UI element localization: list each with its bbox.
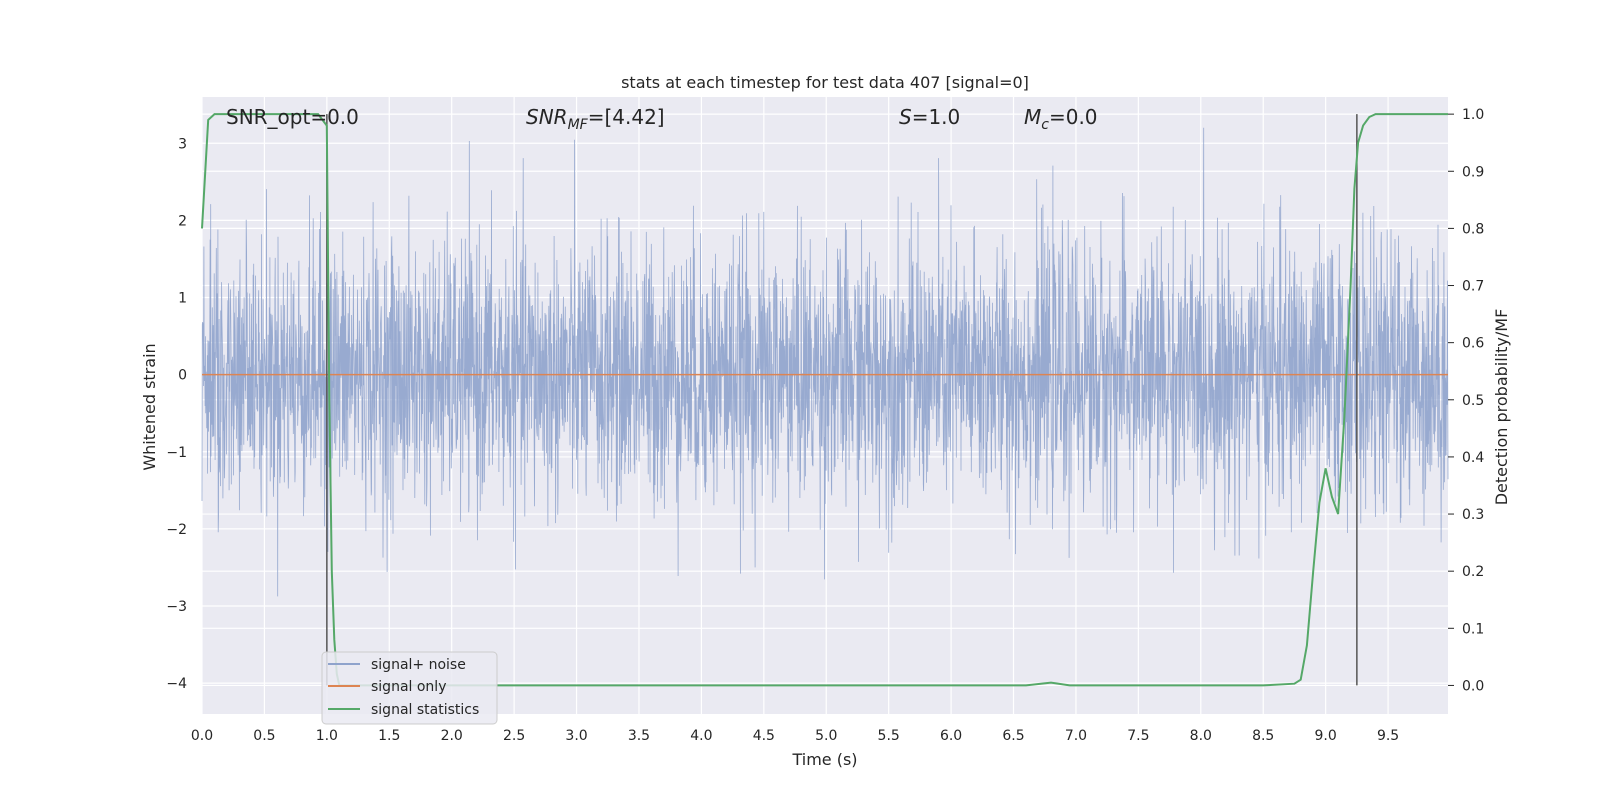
x-tick-label-10: 5.0 xyxy=(815,728,837,744)
signal-statistics-line xyxy=(201,113,1448,687)
x-tick-label-18: 9.0 xyxy=(1315,728,1337,744)
x-tick-label-12: 6.0 xyxy=(940,728,962,744)
x-tick-label-0: 0.0 xyxy=(191,728,213,744)
annotation-mc: Mc=0.0 xyxy=(1024,105,1098,133)
x-tick-label-19: 9.5 xyxy=(1377,728,1399,744)
x-tick-label-17: 8.5 xyxy=(1252,728,1274,744)
y2-ticks: 1.0 0.9 0.8 0.7 0.6 0.5 0.4 0.3 0.2 0.1 0.0 xyxy=(1448,107,1484,694)
x-tick-label-15: 7.5 xyxy=(1127,728,1149,744)
annotation-snr-opt: SNR_opt=0.0 xyxy=(226,105,359,129)
noise-trace xyxy=(201,127,1449,597)
x-tick-label-3: 1.5 xyxy=(378,728,400,744)
annotation-snr-mf-value: =[4.42] xyxy=(588,105,665,129)
annotation-s: S=1.0 xyxy=(899,105,960,129)
x-tick-label-11: 5.5 xyxy=(878,728,900,744)
x-tick-label-4: 2.0 xyxy=(441,728,463,744)
y2-tick-label-2: 0.8 xyxy=(1462,221,1484,237)
x-tick-label-1: 0.5 xyxy=(253,728,275,744)
legend: signal+ noise signal only signal statist… xyxy=(321,651,498,725)
annotation-snr-mf: SNRMF=[4.42] xyxy=(526,105,665,133)
y2-tick-label-6: 0.4 xyxy=(1462,450,1484,466)
y2-tick-label-9: 0.1 xyxy=(1462,621,1484,637)
x-tick-label-16: 8.0 xyxy=(1190,728,1212,744)
annotation-mc-value: =0.0 xyxy=(1049,105,1098,129)
annotation-s-value: =1.0 xyxy=(912,105,961,129)
legend-label-signal-only: signal only xyxy=(371,679,446,695)
x-tick-label-8: 4.0 xyxy=(690,728,712,744)
y-tick-label-3: 0 xyxy=(178,368,187,384)
y-tick-label-0: 3 xyxy=(178,136,187,152)
x-tick-label-6: 3.0 xyxy=(565,728,587,744)
x-axis-label: Time (s) xyxy=(791,750,857,769)
x-tick-label-5: 2.5 xyxy=(503,728,525,744)
y-tick-label-6: −3 xyxy=(166,599,187,615)
y-tick-label-4: −1 xyxy=(166,445,187,461)
legend-label-signal-statistics: signal statistics xyxy=(371,702,479,718)
chart-title: stats at each timestep for test data 407… xyxy=(621,73,1029,92)
y2-tick-label-7: 0.3 xyxy=(1462,507,1484,523)
y2-tick-label-5: 0.5 xyxy=(1462,393,1484,409)
legend-label-signal-plus-noise: signal+ noise xyxy=(371,657,466,673)
y2-tick-label-4: 0.6 xyxy=(1462,336,1484,352)
x-tick-label-7: 3.5 xyxy=(628,728,650,744)
y2-axis-label: Detection probability/MF xyxy=(1492,309,1511,506)
y2-tick-label-8: 0.2 xyxy=(1462,564,1484,580)
x-tick-label-9: 4.5 xyxy=(753,728,775,744)
x-tick-label-14: 7.0 xyxy=(1065,728,1087,744)
y-axis-label: Whitened strain xyxy=(140,343,159,470)
x-tick-label-13: 6.5 xyxy=(1002,728,1024,744)
y2-tick-label-3: 0.7 xyxy=(1462,279,1484,295)
x-ticks: 0.0 0.5 1.0 1.5 2.0 2.5 3.0 3.5 4.0 4.5 5.0 5.5 6.0 6… xyxy=(191,728,1399,744)
y-tick-label-5: −2 xyxy=(166,522,187,538)
x-tick-label-2: 1.0 xyxy=(316,728,338,744)
y-tick-label-7: −4 xyxy=(166,676,187,692)
y2-tick-label-0: 1.0 xyxy=(1462,107,1484,123)
y-tick-label-1: 2 xyxy=(178,213,187,229)
y-ticks: 3 2 1 0 −1 −2 −3 −4 xyxy=(166,136,187,692)
legend-box xyxy=(321,651,498,725)
y-tick-label-2: 1 xyxy=(178,291,187,307)
series-signal-statistics xyxy=(201,113,1448,687)
y2-tick-label-10: 0.0 xyxy=(1462,678,1484,694)
series-signal-plus-noise xyxy=(201,127,1449,597)
y2-tick-label-1: 0.9 xyxy=(1462,164,1484,180)
